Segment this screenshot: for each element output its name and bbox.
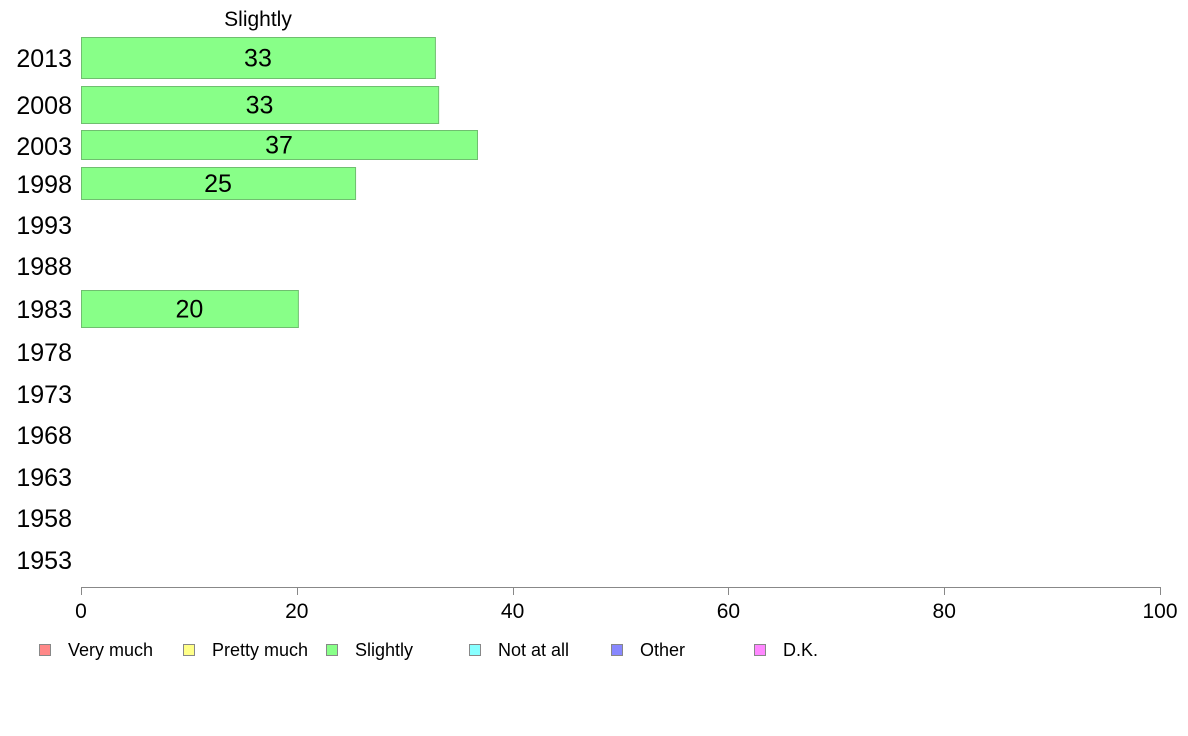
x-tick-label: 40	[501, 600, 524, 623]
bar	[81, 290, 299, 328]
legend-item: Pretty much	[183, 638, 308, 662]
legend: Very much Pretty much Slightly Not at all Ot…	[0, 638, 1188, 662]
x-tick-label: 80	[933, 600, 956, 623]
x-tick-label: 60	[717, 600, 740, 623]
legend-label: Very much	[68, 639, 154, 660]
legend-label: Pretty much	[212, 639, 309, 660]
y-tick-label: 2008	[16, 92, 72, 120]
legend-label: Not at all	[498, 639, 570, 660]
bar-value-labels: 33 33 37 25 20	[176, 45, 293, 324]
y-tick-label: 1968	[16, 422, 72, 450]
x-tick-label: 100	[1142, 600, 1177, 623]
y-tick-label: 1983	[16, 296, 72, 324]
bar	[81, 37, 436, 79]
legend-swatch	[39, 644, 51, 656]
bar-value-label: 37	[265, 132, 293, 160]
y-tick-label: 1973	[16, 381, 72, 409]
legend-item: Other	[611, 638, 685, 662]
legend-swatch	[754, 644, 766, 656]
x-tick-label: 0	[75, 600, 87, 623]
y-tick-label: 1958	[16, 505, 72, 533]
legend-swatch	[183, 644, 195, 656]
legend-item: D.K.	[754, 638, 818, 662]
y-tick-label: 1998	[16, 171, 72, 199]
bars	[81, 37, 478, 328]
bar	[81, 167, 357, 200]
chart-title: Slightly	[224, 8, 292, 31]
y-tick-label: 1988	[16, 253, 72, 281]
legend-label: Slightly	[355, 639, 414, 660]
x-axis: 0 20 40 60 80 100	[75, 587, 1178, 623]
legend-label: Other	[640, 639, 686, 660]
y-tick-label: 1963	[16, 464, 72, 492]
y-tick-label: 2013	[16, 45, 72, 73]
bar-value-label: 33	[246, 92, 274, 120]
y-tick-label: 1993	[16, 212, 72, 240]
y-tick-label: 1953	[16, 547, 72, 575]
legend-swatch	[326, 644, 338, 656]
x-tick-label: 20	[285, 600, 308, 623]
legend-item: Very much	[39, 638, 153, 662]
legend-item: Slightly	[326, 638, 413, 662]
legend-label: D.K.	[783, 639, 819, 660]
legend-swatch	[469, 644, 481, 656]
y-axis-labels: 2013 2008 2003 1998 1993 1988 1983 1978 1973 1968…	[16, 45, 72, 575]
legend-item: Not at all	[469, 638, 569, 662]
bar-value-label: 33	[244, 45, 272, 73]
y-tick-label: 2003	[16, 133, 72, 161]
y-tick-label: 1978	[16, 339, 72, 367]
legend-swatch	[611, 644, 623, 656]
bar	[81, 130, 478, 160]
bar-value-label: 25	[204, 170, 232, 198]
bar	[81, 86, 440, 124]
bar-value-label: 20	[176, 296, 204, 324]
